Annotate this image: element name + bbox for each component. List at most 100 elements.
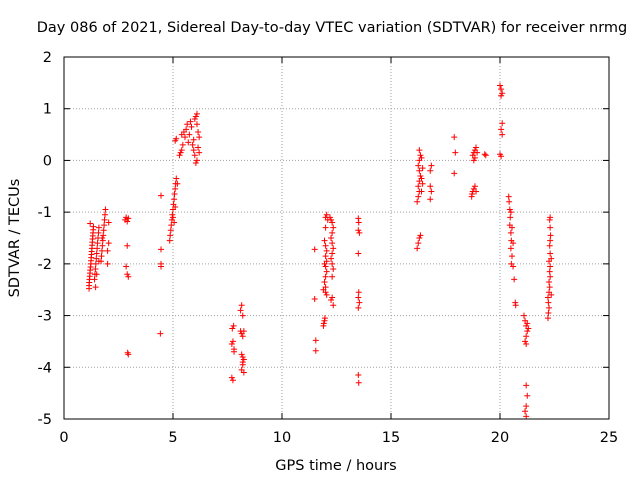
data-point <box>508 224 515 231</box>
data-point <box>321 260 328 267</box>
data-point <box>470 157 477 164</box>
data-point <box>190 136 197 143</box>
data-point <box>546 268 553 275</box>
data-point <box>228 341 235 348</box>
data-point <box>328 235 335 241</box>
data-point <box>100 232 107 239</box>
data-point <box>322 242 329 249</box>
data-point <box>123 263 130 270</box>
data-point <box>94 245 101 252</box>
data-point <box>171 219 178 226</box>
data-point <box>328 297 335 304</box>
data-point <box>356 229 363 236</box>
data-point <box>192 160 199 167</box>
data-point <box>355 294 362 301</box>
y-tick-labels: -5 -4 -3 -2 -1 0 1 2 <box>38 50 52 428</box>
data-point <box>355 304 362 311</box>
data-point <box>239 312 246 319</box>
data-point <box>237 307 244 314</box>
data-point <box>547 214 554 221</box>
data-point <box>505 193 512 200</box>
data-point <box>105 240 112 247</box>
data-point <box>428 162 435 169</box>
data-point <box>104 247 111 254</box>
y-tick-label: 0 <box>43 153 52 169</box>
data-point <box>94 240 101 247</box>
data-point <box>499 131 506 138</box>
data-point <box>173 175 180 182</box>
data-point <box>92 266 99 273</box>
data-point <box>508 253 515 260</box>
y-tick-label: -1 <box>38 205 52 221</box>
data-point <box>189 141 196 148</box>
data-point <box>419 165 426 172</box>
data-point <box>329 240 336 247</box>
data-point <box>124 218 131 225</box>
data-point <box>355 250 362 257</box>
data-point <box>418 188 425 195</box>
data-point <box>547 263 554 270</box>
data-point <box>93 250 100 257</box>
y-tick-label: 1 <box>43 102 52 118</box>
y-tick-label: -4 <box>38 360 52 376</box>
data-point <box>473 144 480 151</box>
y-tick-label: 2 <box>43 50 52 66</box>
data-point <box>95 229 102 236</box>
data-point <box>524 320 531 327</box>
data-point <box>100 227 107 234</box>
data-point <box>311 296 318 303</box>
data-point <box>173 135 180 142</box>
data-point <box>105 219 112 226</box>
data-point <box>193 110 200 117</box>
data-point <box>190 147 197 154</box>
data-point <box>320 320 327 327</box>
data-point <box>546 304 553 311</box>
data-point <box>187 118 194 125</box>
data-point <box>417 172 424 179</box>
data-point <box>548 255 555 262</box>
data-point <box>330 302 337 309</box>
data-point <box>427 167 434 174</box>
data-point <box>481 151 488 158</box>
data-point <box>321 237 328 244</box>
data-point <box>188 123 195 130</box>
x-tick-label: 5 <box>168 430 177 446</box>
y-tick-label: -2 <box>38 257 52 273</box>
data-point <box>186 131 193 138</box>
data-point <box>168 222 175 229</box>
data-point <box>99 242 106 249</box>
data-point <box>415 193 422 200</box>
y-tick-label: -3 <box>38 309 52 325</box>
data-point <box>323 268 330 275</box>
data-point <box>231 346 238 353</box>
data-point <box>544 315 551 322</box>
data-point <box>329 273 336 280</box>
data-point <box>330 224 337 231</box>
data-point <box>524 328 531 335</box>
data-point <box>92 284 99 291</box>
data-point <box>320 286 327 293</box>
data-point <box>322 224 329 231</box>
data-point <box>507 245 514 252</box>
data-point <box>414 198 421 205</box>
data-point <box>498 126 505 133</box>
data-point <box>322 253 329 260</box>
data-point <box>415 240 422 247</box>
data-point <box>312 347 319 354</box>
data-point <box>170 214 176 221</box>
data-point <box>356 299 363 306</box>
data-point <box>474 149 481 156</box>
data-point <box>172 203 179 210</box>
data-point <box>172 185 179 192</box>
data-point <box>167 227 174 234</box>
data-point <box>176 152 183 159</box>
data-point <box>329 260 336 267</box>
data-point <box>98 247 105 254</box>
data-point <box>158 246 165 253</box>
data-point <box>312 337 319 344</box>
data-point <box>99 235 106 241</box>
data-point <box>179 141 186 148</box>
data-point <box>104 260 111 267</box>
data-point <box>415 162 422 169</box>
